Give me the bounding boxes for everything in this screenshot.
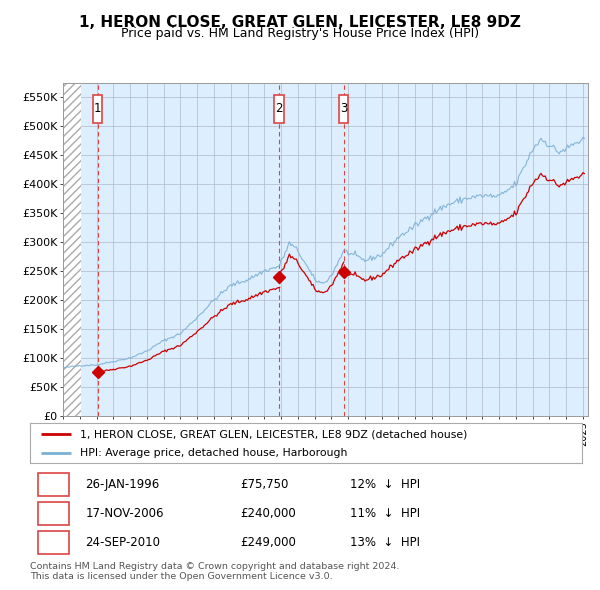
Text: This data is licensed under the Open Government Licence v3.0.: This data is licensed under the Open Gov…	[30, 572, 332, 581]
Text: 12%  ↓  HPI: 12% ↓ HPI	[350, 478, 420, 491]
Text: £240,000: £240,000	[240, 507, 296, 520]
Text: 24-SEP-2010: 24-SEP-2010	[85, 536, 160, 549]
Text: £75,750: £75,750	[240, 478, 288, 491]
FancyBboxPatch shape	[274, 95, 284, 123]
Text: Price paid vs. HM Land Registry's House Price Index (HPI): Price paid vs. HM Land Registry's House …	[121, 27, 479, 40]
Text: 3: 3	[340, 102, 347, 115]
FancyBboxPatch shape	[339, 95, 348, 123]
Text: Contains HM Land Registry data © Crown copyright and database right 2024.: Contains HM Land Registry data © Crown c…	[30, 562, 400, 571]
Text: 2: 2	[50, 507, 57, 520]
FancyBboxPatch shape	[38, 473, 68, 496]
FancyBboxPatch shape	[38, 502, 68, 525]
Text: 2: 2	[275, 102, 283, 115]
Text: 1: 1	[50, 478, 57, 491]
Text: 1: 1	[94, 102, 101, 115]
Text: £249,000: £249,000	[240, 536, 296, 549]
Text: 3: 3	[50, 536, 57, 549]
FancyBboxPatch shape	[93, 95, 103, 123]
Text: 1, HERON CLOSE, GREAT GLEN, LEICESTER, LE8 9DZ: 1, HERON CLOSE, GREAT GLEN, LEICESTER, L…	[79, 15, 521, 30]
FancyBboxPatch shape	[38, 532, 68, 555]
Text: 11%  ↓  HPI: 11% ↓ HPI	[350, 507, 420, 520]
Text: HPI: Average price, detached house, Harborough: HPI: Average price, detached house, Harb…	[80, 448, 347, 458]
Text: 17-NOV-2006: 17-NOV-2006	[85, 507, 164, 520]
Bar	[63, 83, 81, 416]
Text: 26-JAN-1996: 26-JAN-1996	[85, 478, 160, 491]
Text: 1, HERON CLOSE, GREAT GLEN, LEICESTER, LE8 9DZ (detached house): 1, HERON CLOSE, GREAT GLEN, LEICESTER, L…	[80, 430, 467, 440]
Text: 13%  ↓  HPI: 13% ↓ HPI	[350, 536, 420, 549]
